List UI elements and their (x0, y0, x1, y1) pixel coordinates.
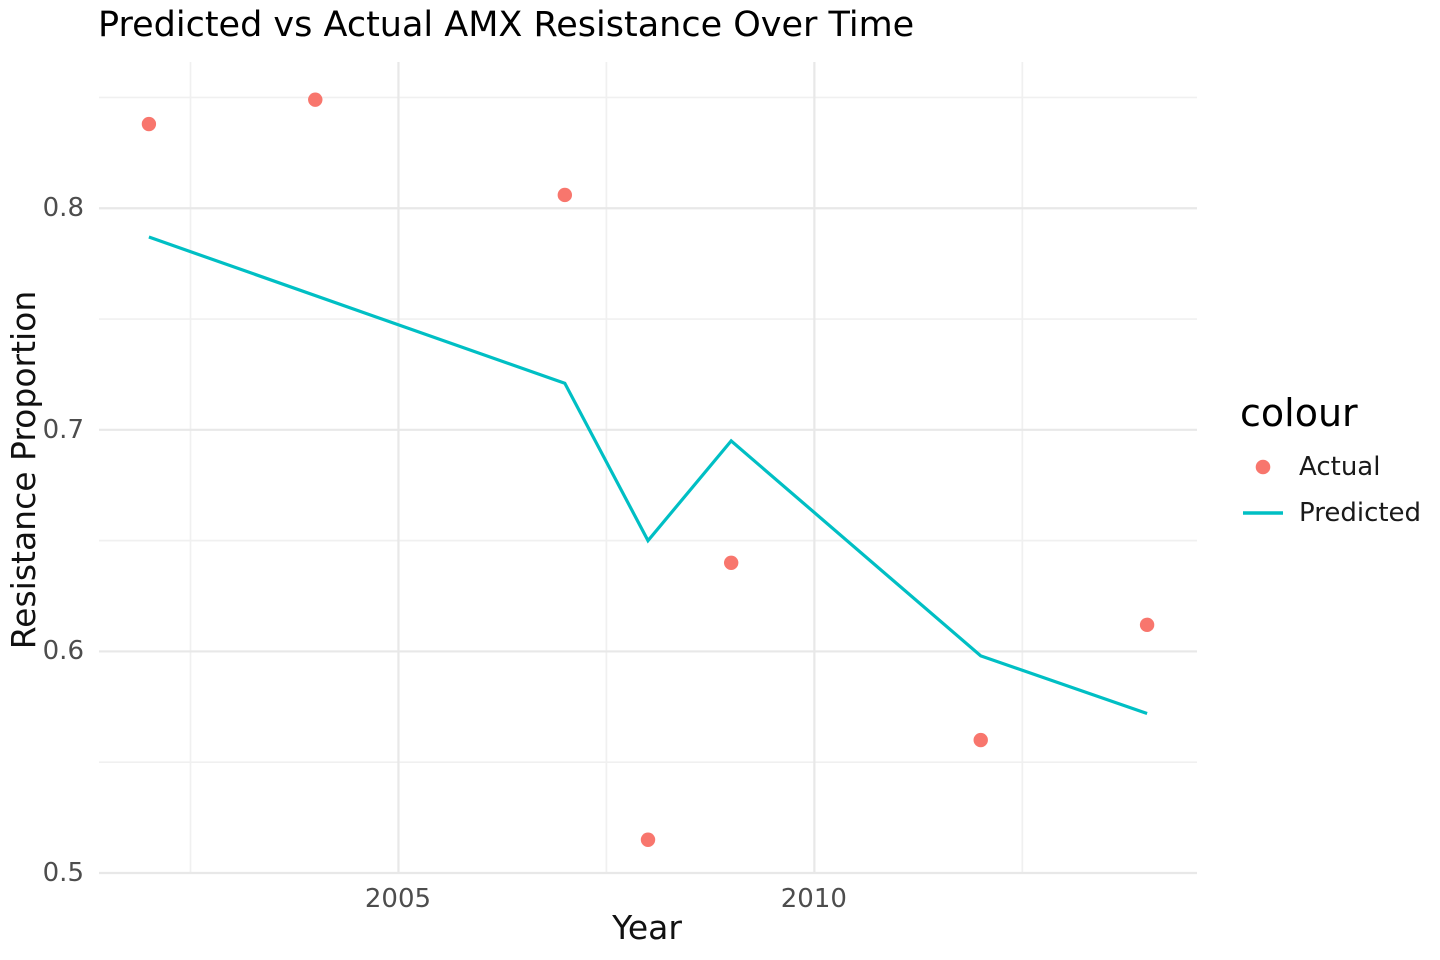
y-axis-title: Resistance Proportion (4, 290, 43, 650)
data-point-actual (307, 92, 322, 107)
data-point-actual (557, 187, 572, 203)
legend-title: colour (1240, 391, 1358, 435)
data-point-actual (973, 732, 988, 748)
x-tick-label: 2010 (780, 884, 847, 914)
actual-point-key-icon (1240, 447, 1286, 487)
y-tick-label: 0.8 (42, 193, 84, 224)
legend-item-predicted: Predicted (1240, 490, 1421, 536)
x-axis-title: Year (612, 908, 682, 947)
chart-title: Predicted vs Actual AMX Resistance Over … (98, 5, 915, 45)
x-tick-label: 2005 (364, 884, 432, 914)
plot-panel (98, 62, 1197, 875)
data-point-actual (640, 832, 655, 847)
predicted-line-key-icon (1240, 493, 1286, 533)
data-point-actual (723, 555, 738, 570)
legend: colour Actual Predicted (1240, 391, 1421, 536)
data-point-actual (1139, 617, 1154, 633)
legend-label-predicted: Predicted (1299, 498, 1422, 528)
y-tick-label: 0.6 (42, 636, 84, 667)
legend-label-actual: Actual (1299, 452, 1381, 482)
y-tick-label: 0.7 (42, 414, 84, 445)
legend-item-actual: Actual (1240, 444, 1421, 490)
predicted-line (147, 235, 1148, 715)
y-tick-label: 0.5 (42, 858, 84, 888)
data-point-actual (141, 116, 156, 132)
